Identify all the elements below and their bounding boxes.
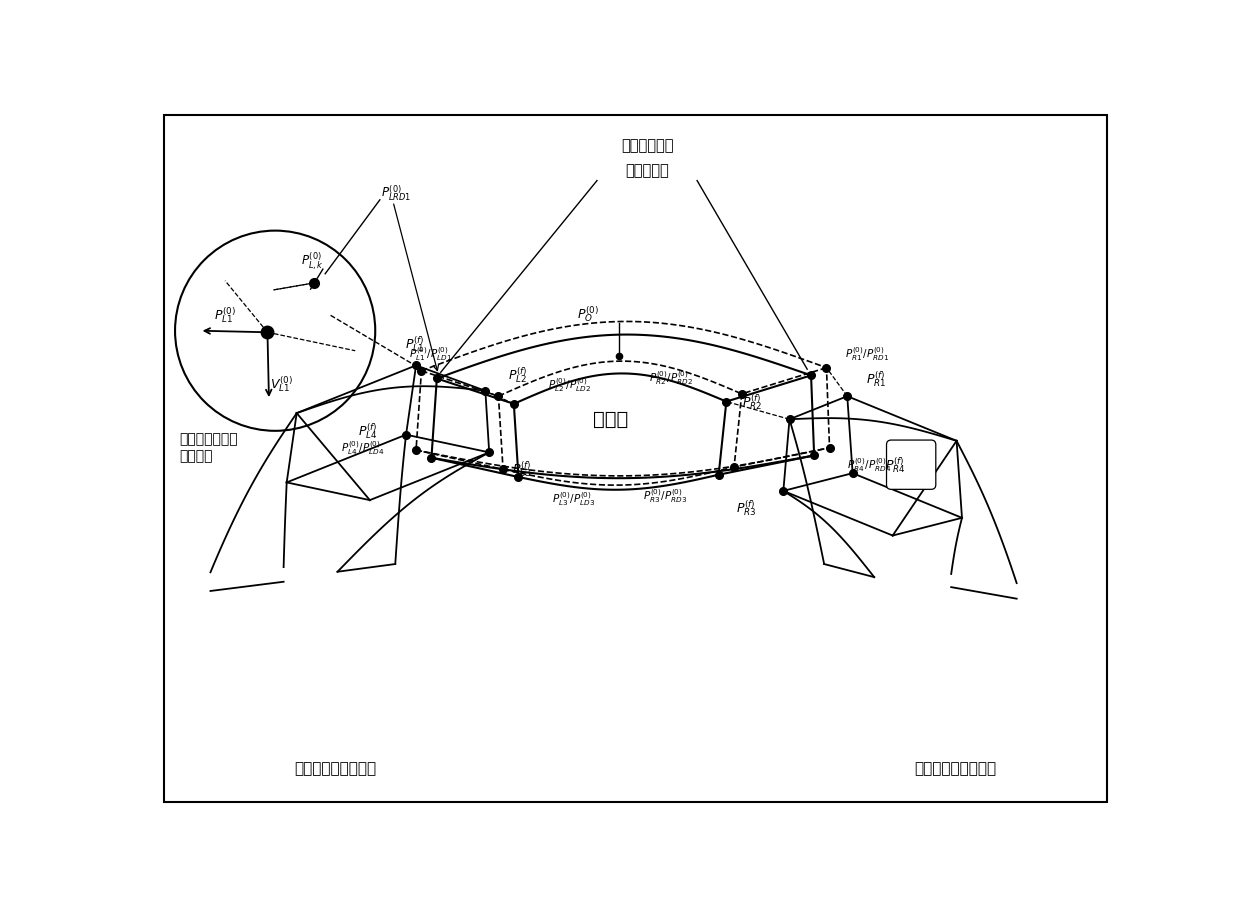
Text: $P_{L1}^{(0)}/P_{LD1}^{(0)}$: $P_{L1}^{(0)}/P_{LD1}^{(0)}$ (409, 345, 453, 363)
Text: $P_{R1}^{(f)}$: $P_{R1}^{(f)}$ (867, 370, 887, 389)
Text: $P_{R3}^{(f)}$: $P_{R3}^{(f)}$ (737, 498, 756, 518)
Text: $V_{L1}^{(0)}$: $V_{L1}^{(0)}$ (270, 375, 293, 394)
Text: 含配切余量实际
制造端口: 含配切余量实际 制造端口 (180, 432, 238, 463)
Text: $P_{R2}^{(0)}/P_{RD2}^{(0)}$: $P_{R2}^{(0)}/P_{RD2}^{(0)}$ (649, 370, 693, 388)
Text: $P_{L3}^{(f)}$: $P_{L3}^{(f)}$ (512, 459, 531, 479)
Text: 合龙段: 合龙段 (593, 410, 629, 429)
Text: $P_{R1}^{(0)}/P_{RD1}^{(0)}$: $P_{R1}^{(0)}/P_{RD1}^{(0)}$ (844, 345, 889, 363)
Text: $P_O^{(0)}$: $P_O^{(0)}$ (577, 304, 599, 323)
Text: $P_{L1}^{(f)}$: $P_{L1}^{(f)}$ (404, 334, 424, 353)
Text: $P_{L4}^{(0)}/P_{LD4}^{(0)}$: $P_{L4}^{(0)}/P_{LD4}^{(0)}$ (341, 439, 383, 458)
Text: 理论制造端口: 理论制造端口 (621, 138, 673, 153)
Text: $P_{L2}^{(0)}/P_{LD2}^{(0)}$: $P_{L2}^{(0)}/P_{LD2}^{(0)}$ (548, 376, 590, 393)
Text: $P_{R2}^{(f)}$: $P_{R2}^{(f)}$ (743, 392, 763, 412)
Text: $P_{R4}^{(f)}$: $P_{R4}^{(f)}$ (884, 456, 905, 475)
Text: $P_{R4}^{(0)}/P_{RD4}^{(0)}$: $P_{R4}^{(0)}/P_{RD4}^{(0)}$ (847, 456, 892, 474)
Text: $P_{R3}^{(0)}/P_{RD3}^{(0)}$: $P_{R3}^{(0)}/P_{RD3}^{(0)}$ (642, 488, 687, 505)
Text: $P_{L,k}^{(0)}$: $P_{L,k}^{(0)}$ (300, 251, 324, 272)
Text: 合龙段左端前续节段: 合龙段左端前续节段 (294, 761, 376, 775)
Text: $P_{L3}^{(0)}/P_{LD3}^{(0)}$: $P_{L3}^{(0)}/P_{LD3}^{(0)}$ (552, 489, 595, 508)
Text: 合龙段右端前续节段: 合龙段右端前续节段 (914, 761, 996, 775)
Text: 端口横隔板: 端口横隔板 (625, 163, 668, 178)
Text: $P_{LRD1}^{(0)}$: $P_{LRD1}^{(0)}$ (382, 184, 412, 203)
Text: $P_{L1}^{(0)}$: $P_{L1}^{(0)}$ (215, 305, 236, 325)
Text: $P_{L4}^{(f)}$: $P_{L4}^{(f)}$ (358, 421, 377, 440)
Text: $P_{L2}^{(f)}$: $P_{L2}^{(f)}$ (508, 366, 527, 385)
FancyBboxPatch shape (887, 440, 936, 489)
